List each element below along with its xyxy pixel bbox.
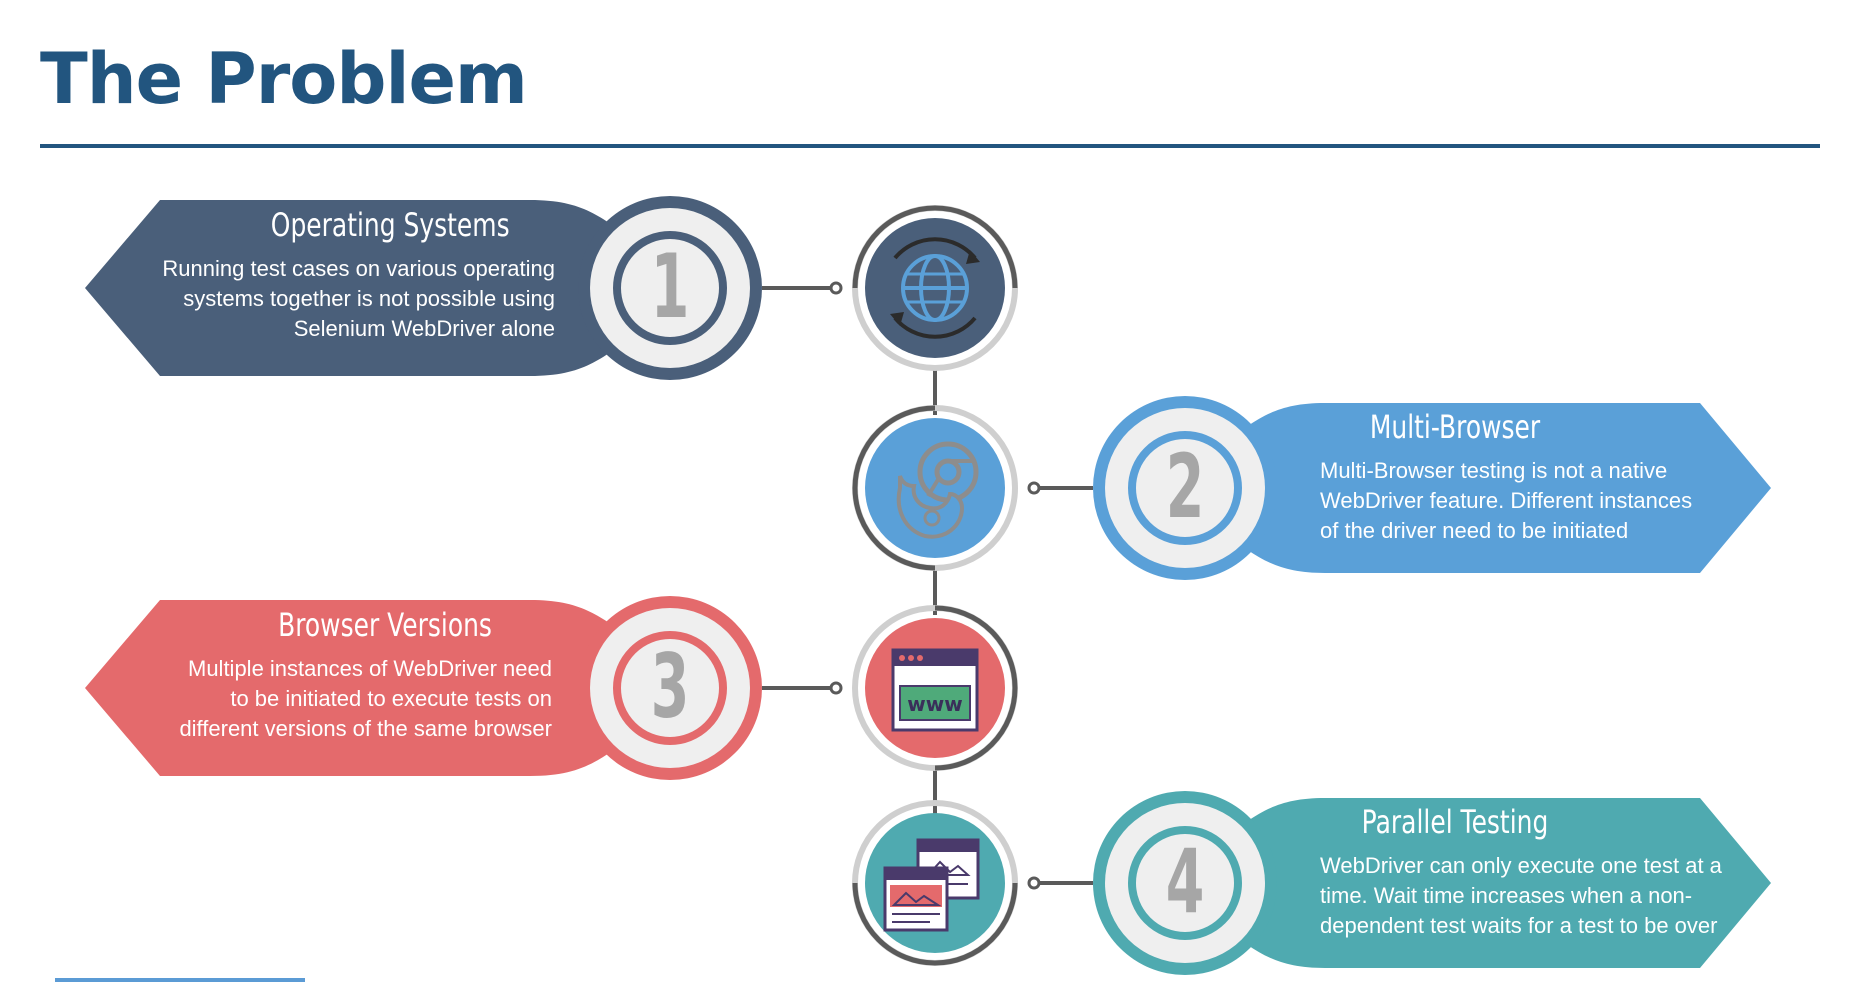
item-1-desc-line: systems together is not possible using: [183, 286, 555, 311]
item-4-desc-line: dependent test waits for a test to be ov…: [1320, 913, 1718, 938]
item-1-title: Operating Systems: [270, 206, 510, 244]
item-3-number: 3: [650, 635, 690, 738]
item-1-desc-line: Running test cases on various operating: [162, 256, 555, 281]
footer-accent-bar: [55, 978, 305, 982]
item-4-desc-line: time. Wait time increases when a non-: [1320, 883, 1693, 908]
item-4-title: Parallel Testing: [1361, 803, 1549, 841]
browsers-chrome-firefox-icon: [896, 441, 979, 539]
page-title: The Problem: [40, 38, 528, 120]
item-4-desc-line: WebDriver can only execute one test at a: [1320, 853, 1722, 878]
item-3-desc-line: Multiple instances of WebDriver need: [188, 656, 552, 681]
item-2-desc-line: WebDriver feature. Different instances: [1320, 488, 1693, 513]
item-4-shape: [1027, 791, 1771, 975]
item-3-shape: [85, 596, 843, 780]
item-3-desc-line: different versions of the same browser: [179, 716, 552, 741]
item-1-description: Running test cases on various operating …: [130, 254, 555, 344]
item-1-number: 1: [650, 235, 690, 338]
item-3-title: Browser Versions: [278, 606, 492, 644]
item-1-desc-line: Selenium WebDriver alone: [293, 316, 555, 341]
item-4-number: 4: [1165, 830, 1205, 933]
item-2-title: Multi-Browser: [1369, 408, 1541, 446]
item-4-description: WebDriver can only execute one test at a…: [1320, 851, 1750, 941]
item-2-desc-line: of the driver need to be initiated: [1320, 518, 1629, 543]
item-3-description: Multiple instances of WebDriver need to …: [120, 654, 552, 744]
globe-refresh-icon: [890, 237, 980, 339]
item-2-shape: [1027, 396, 1771, 580]
title-divider: [40, 144, 1820, 148]
item-2-desc-line: Multi-Browser testing is not a native: [1320, 458, 1668, 483]
item-1-shape: [85, 196, 843, 380]
www-label: www: [907, 692, 962, 716]
browser-window-www-icon: www: [891, 648, 979, 732]
item-3-desc-line: to be initiated to execute tests on: [230, 686, 552, 711]
item-2-description: Multi-Browser testing is not a native We…: [1320, 456, 1740, 546]
parallel-windows-icon: [883, 838, 980, 932]
item-2-number: 2: [1165, 435, 1205, 538]
